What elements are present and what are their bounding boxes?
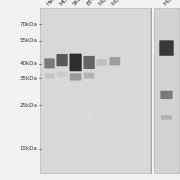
FancyBboxPatch shape: [70, 73, 81, 80]
FancyBboxPatch shape: [56, 54, 68, 66]
FancyBboxPatch shape: [159, 40, 174, 56]
FancyBboxPatch shape: [71, 27, 80, 31]
Bar: [154, 8, 179, 173]
Bar: [40, 8, 150, 173]
FancyBboxPatch shape: [44, 58, 55, 68]
FancyBboxPatch shape: [83, 56, 95, 69]
Text: HeLa: HeLa: [46, 0, 60, 7]
FancyBboxPatch shape: [57, 72, 67, 77]
Text: Mouse testis: Mouse testis: [98, 0, 128, 7]
Text: 25kDa: 25kDa: [19, 103, 37, 108]
Text: MCF7: MCF7: [58, 0, 74, 7]
Text: SKOV3: SKOV3: [72, 0, 89, 7]
FancyBboxPatch shape: [45, 73, 54, 79]
Text: 70kDa: 70kDa: [19, 22, 37, 27]
Text: 35kDa: 35kDa: [19, 76, 37, 81]
FancyBboxPatch shape: [69, 54, 82, 71]
Text: Mouse brain: Mouse brain: [111, 0, 140, 7]
Text: 40kDa: 40kDa: [19, 61, 37, 66]
FancyBboxPatch shape: [86, 115, 92, 119]
FancyBboxPatch shape: [160, 91, 173, 99]
FancyBboxPatch shape: [161, 115, 172, 120]
Text: 55kDa: 55kDa: [19, 38, 37, 43]
FancyBboxPatch shape: [109, 57, 120, 65]
Text: 15kDa: 15kDa: [19, 146, 37, 151]
FancyBboxPatch shape: [96, 59, 107, 66]
FancyBboxPatch shape: [84, 73, 94, 78]
Text: Mouse heart: Mouse heart: [163, 0, 180, 7]
Text: BT-474: BT-474: [86, 0, 104, 7]
